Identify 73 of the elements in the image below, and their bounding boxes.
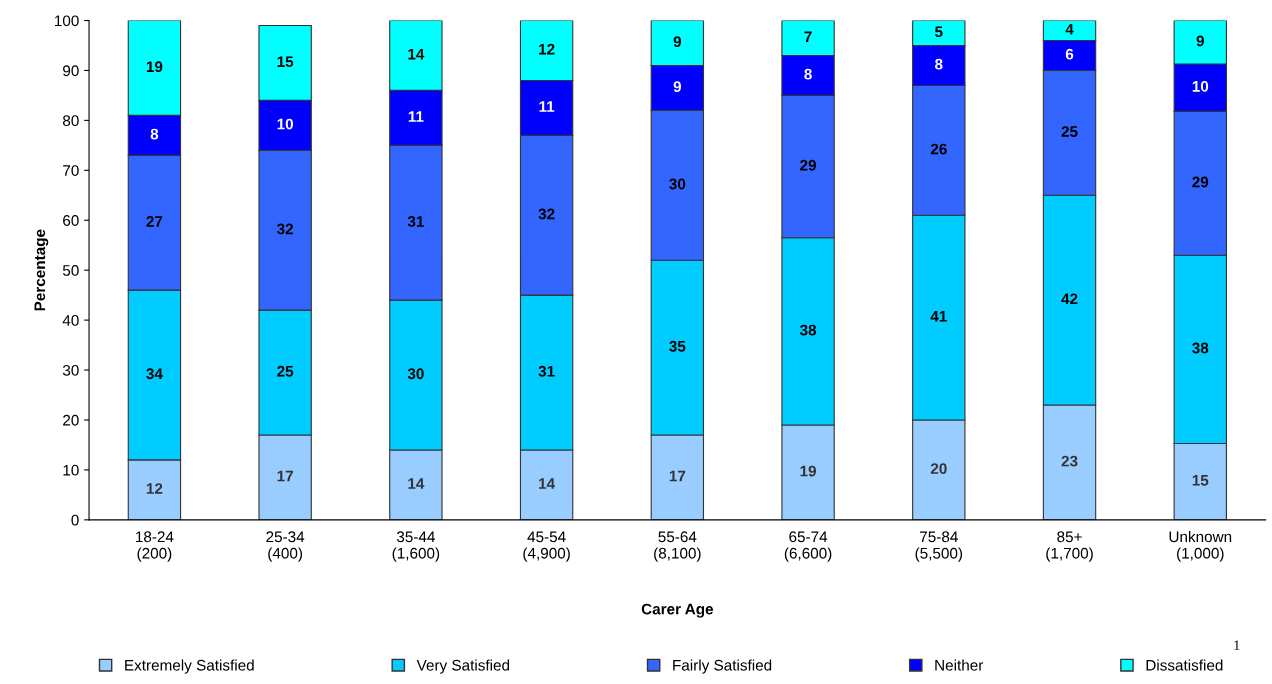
y-tick-label: 10 [63, 464, 79, 476]
x-tick-label: 65-74 (6,600) [784, 531, 832, 562]
data-label: 12 [539, 43, 555, 55]
y-tick-label: 40 [62, 314, 79, 326]
y-tick-label: 50 [62, 265, 79, 276]
y-tick-label: 0 [71, 514, 79, 526]
data-label: 14 [539, 478, 556, 489]
x-tick-label: 35-44 (1,600) [392, 531, 440, 562]
data-label: 12 [146, 483, 163, 494]
data-label: 15 [277, 56, 294, 68]
data-label: 10 [277, 118, 294, 130]
x-tick-label: 75-84 (5,500) [915, 531, 963, 562]
x-tick-label: 45-54 (4,900) [523, 531, 570, 562]
data-label: 25 [1061, 126, 1078, 137]
data-label: 8 [804, 68, 812, 80]
data-label: 15 [1192, 475, 1209, 486]
x-tick-label: 55-64 (8,100) [654, 531, 701, 562]
data-label: 8 [935, 58, 943, 70]
data-label: 6 [1065, 48, 1074, 60]
data-label: 11 [539, 101, 555, 112]
data-label: 32 [277, 223, 294, 235]
data-label: 25 [277, 365, 294, 377]
data-label: 31 [538, 365, 555, 377]
data-label: 17 [277, 470, 293, 482]
data-label: 27 [146, 216, 163, 227]
y-tick-label: 90 [63, 65, 79, 77]
data-label: 10 [1192, 80, 1209, 92]
data-label: 29 [800, 159, 816, 171]
data-label: 30 [669, 178, 686, 190]
data-label: 30 [407, 368, 424, 380]
data-label: 7 [804, 31, 812, 42]
x-tick-label: Unknown (1,000) [1169, 530, 1232, 562]
data-label: 38 [1192, 342, 1209, 354]
data-label: 14 [408, 48, 425, 60]
y-tick-label: 60 [63, 215, 79, 226]
data-label: 19 [800, 465, 816, 477]
x-tick-label: 25-34 (400) [266, 531, 305, 562]
data-label: 9 [1196, 35, 1204, 47]
data-label: 42 [1061, 293, 1078, 305]
data-label: 34 [146, 368, 163, 380]
data-label: 20 [930, 463, 947, 475]
data-label: 35 [669, 340, 686, 352]
x-tick-label: 85+ (1,700) [1046, 531, 1093, 562]
legend-label: Neither [935, 659, 984, 671]
data-label: 29 [1192, 176, 1209, 188]
legend-label: Very Satisfied [416, 659, 510, 674]
data-label: 9 [673, 81, 682, 93]
text: 1 [1234, 640, 1240, 650]
legend-label: Dissatisfied [1146, 659, 1223, 671]
data-label: 23 [1061, 455, 1078, 467]
legend-label: Extremely Satisfied [125, 659, 254, 674]
y-tick-label: 70 [63, 165, 79, 176]
legend-label: Fairly Satisfied [673, 659, 772, 674]
data-label: 32 [538, 208, 555, 220]
y-tick-label: 30 [62, 364, 79, 376]
y-tick-label: 20 [63, 414, 79, 426]
data-label: 5 [935, 26, 943, 38]
x-axis-title: Carer Age [641, 603, 714, 618]
y-tick-label: 80 [62, 115, 79, 127]
data-label: 19 [146, 61, 163, 73]
data-label: 41 [930, 311, 947, 322]
data-label: 17 [669, 470, 686, 482]
data-label: 11 [408, 111, 424, 122]
data-label: 14 [408, 478, 425, 489]
data-label: 8 [150, 128, 159, 140]
data-label: 38 [799, 324, 817, 336]
data-label: 31 [407, 216, 424, 227]
x-tick-label: 18-24 (200) [136, 531, 174, 562]
y-axis-title: Percentage [34, 229, 49, 311]
y-tick-label: 100 [55, 15, 79, 27]
data-label: 26 [930, 143, 947, 155]
data-label: 4 [1065, 23, 1074, 35]
data-label: 9 [673, 36, 682, 48]
